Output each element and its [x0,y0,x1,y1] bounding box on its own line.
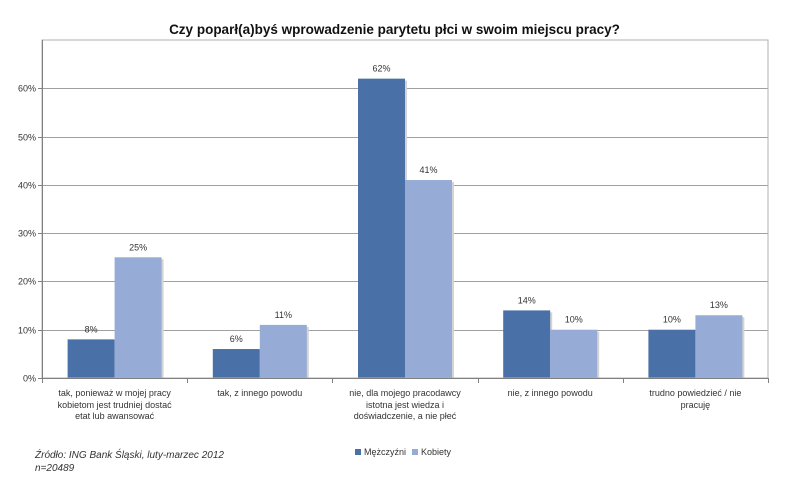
category-label: tak, z innego powodu [191,388,328,400]
bar-women [259,324,307,378]
axes [38,39,769,383]
data-label: 13% [710,300,728,310]
bar-women [550,329,598,378]
y-tick-label: 30% [18,229,36,239]
legend-label: Mężczyźni [364,447,407,457]
y-tick-label: 60% [18,84,36,94]
legend: Mężczyźni Kobiety [355,447,451,457]
category-label-line: tak, z innego powodu [217,388,303,398]
source-line: Źródło: ING Bank Śląski, luty-marzec 201… [35,450,224,461]
category-label: nie, z innego powodu [482,388,619,400]
category-label-line: nie, z innego powodu [507,388,593,398]
data-label: 10% [565,315,583,325]
bar-men [358,78,405,378]
category-label: tak, ponieważ w mojej pracy kobietom jest… [46,388,183,423]
data-label: 62% [372,64,390,74]
y-tick-label: 0% [23,374,36,384]
bar-women [405,180,452,378]
category-label-line: doświadczenie, a nie płeć [353,411,457,421]
legend-swatch [412,449,419,455]
category-label-line: tak, ponieważ w mojej pracy [58,388,171,398]
data-label: 8% [85,324,98,334]
bar-men [212,349,260,378]
source-note: Źródło: ING Bank Śląski, luty-marzec 201… [35,450,224,475]
data-label: 25% [129,242,147,252]
y-tick-label: 50% [18,133,36,143]
data-label: 41% [419,165,437,175]
bar-men [503,310,551,378]
data-label: 6% [230,334,243,344]
data-label: 11% [275,310,292,320]
y-tick-label: 10% [18,326,36,336]
category-label-line: kobietom jest trudniej dostać [57,399,172,410]
legend-swatch [355,449,361,455]
bars [67,78,745,378]
category-label: trudno powiedzieć / nie pracuję [627,388,764,411]
legend-item: Kobiety [412,447,451,457]
category-label: nie, dla mojego pracodawcy istotna jest w… [336,388,473,423]
category-label-line: istotna jest wiedza i [365,399,444,410]
sample-size: n=20489 [35,462,75,474]
y-tick-label: 20% [18,277,36,287]
bar-men [67,339,115,378]
chart-title: Czy poparł(a)byś wprowadzenie parytetu p… [169,22,620,37]
category-label-line: pracuję [680,399,711,410]
data-label: 14% [518,295,536,305]
labels: 0% 10% 20% 30% 40% 50% 60% 8% 25% 6% 11% 62% 41% 14% 1… [18,64,728,384]
bar-women [695,315,743,378]
category-label-line: etat lub awansować [75,411,155,421]
bar-women [114,257,162,378]
legend-item: Mężczyźni [355,447,406,457]
category-label-line: nie, dla mojego pracodawcy [349,388,461,398]
bar-men [648,329,696,378]
y-tick-label: 40% [18,181,36,191]
category-label-line: trudno powiedzieć / nie [649,388,742,398]
data-label: 10% [663,315,681,325]
legend-label: Kobiety [421,447,452,457]
